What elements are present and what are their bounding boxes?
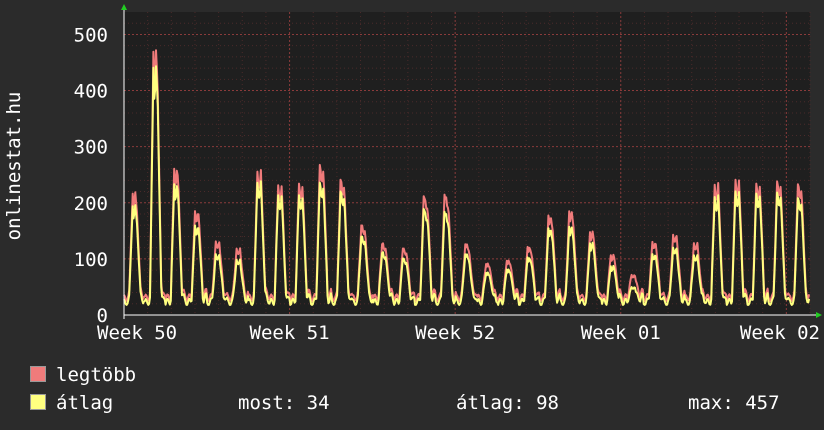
- stat-avg: átlag: 98: [456, 392, 559, 414]
- axes: [121, 4, 822, 319]
- y-axis-arrow-icon: [121, 4, 127, 10]
- series-group: [123, 49, 811, 306]
- plot-background: [124, 12, 810, 315]
- x-tick-label: Week 50: [97, 322, 177, 344]
- legend-item-max: legtöbb: [30, 364, 136, 386]
- x-tick-label: Week 01: [581, 322, 661, 344]
- x-tick-label: Week 52: [415, 322, 495, 344]
- y-tick-label: 500: [74, 24, 108, 46]
- y-tick-label: 0: [97, 305, 108, 327]
- y-tick-label: 300: [74, 137, 108, 159]
- y-tick-label: 400: [74, 81, 108, 103]
- stat-max: max: 457: [688, 392, 780, 414]
- y-axis-label: onlinestat.hu: [3, 91, 25, 241]
- x-tick-label: Week 51: [250, 322, 330, 344]
- x-tick-label: Week 02: [740, 322, 820, 344]
- stat-now: most: 34: [238, 392, 330, 414]
- tick-labels: 0 100 200 300 400 500 Week 50 Week 51 Week 52 Wee…: [74, 24, 820, 344]
- series-line-max: [123, 49, 811, 303]
- series-line-avg: [123, 65, 811, 306]
- legend-swatch-avg: [30, 394, 46, 410]
- legend-item-avg: átlag: [30, 392, 113, 414]
- y-tick-label: 100: [74, 249, 108, 271]
- legend-swatch-max: [30, 366, 46, 382]
- legend-label-avg: átlag: [56, 392, 114, 414]
- y-tick-label: 200: [74, 193, 108, 215]
- x-axis-arrow-icon: [816, 312, 822, 318]
- legend-label-max: legtöbb: [56, 364, 137, 386]
